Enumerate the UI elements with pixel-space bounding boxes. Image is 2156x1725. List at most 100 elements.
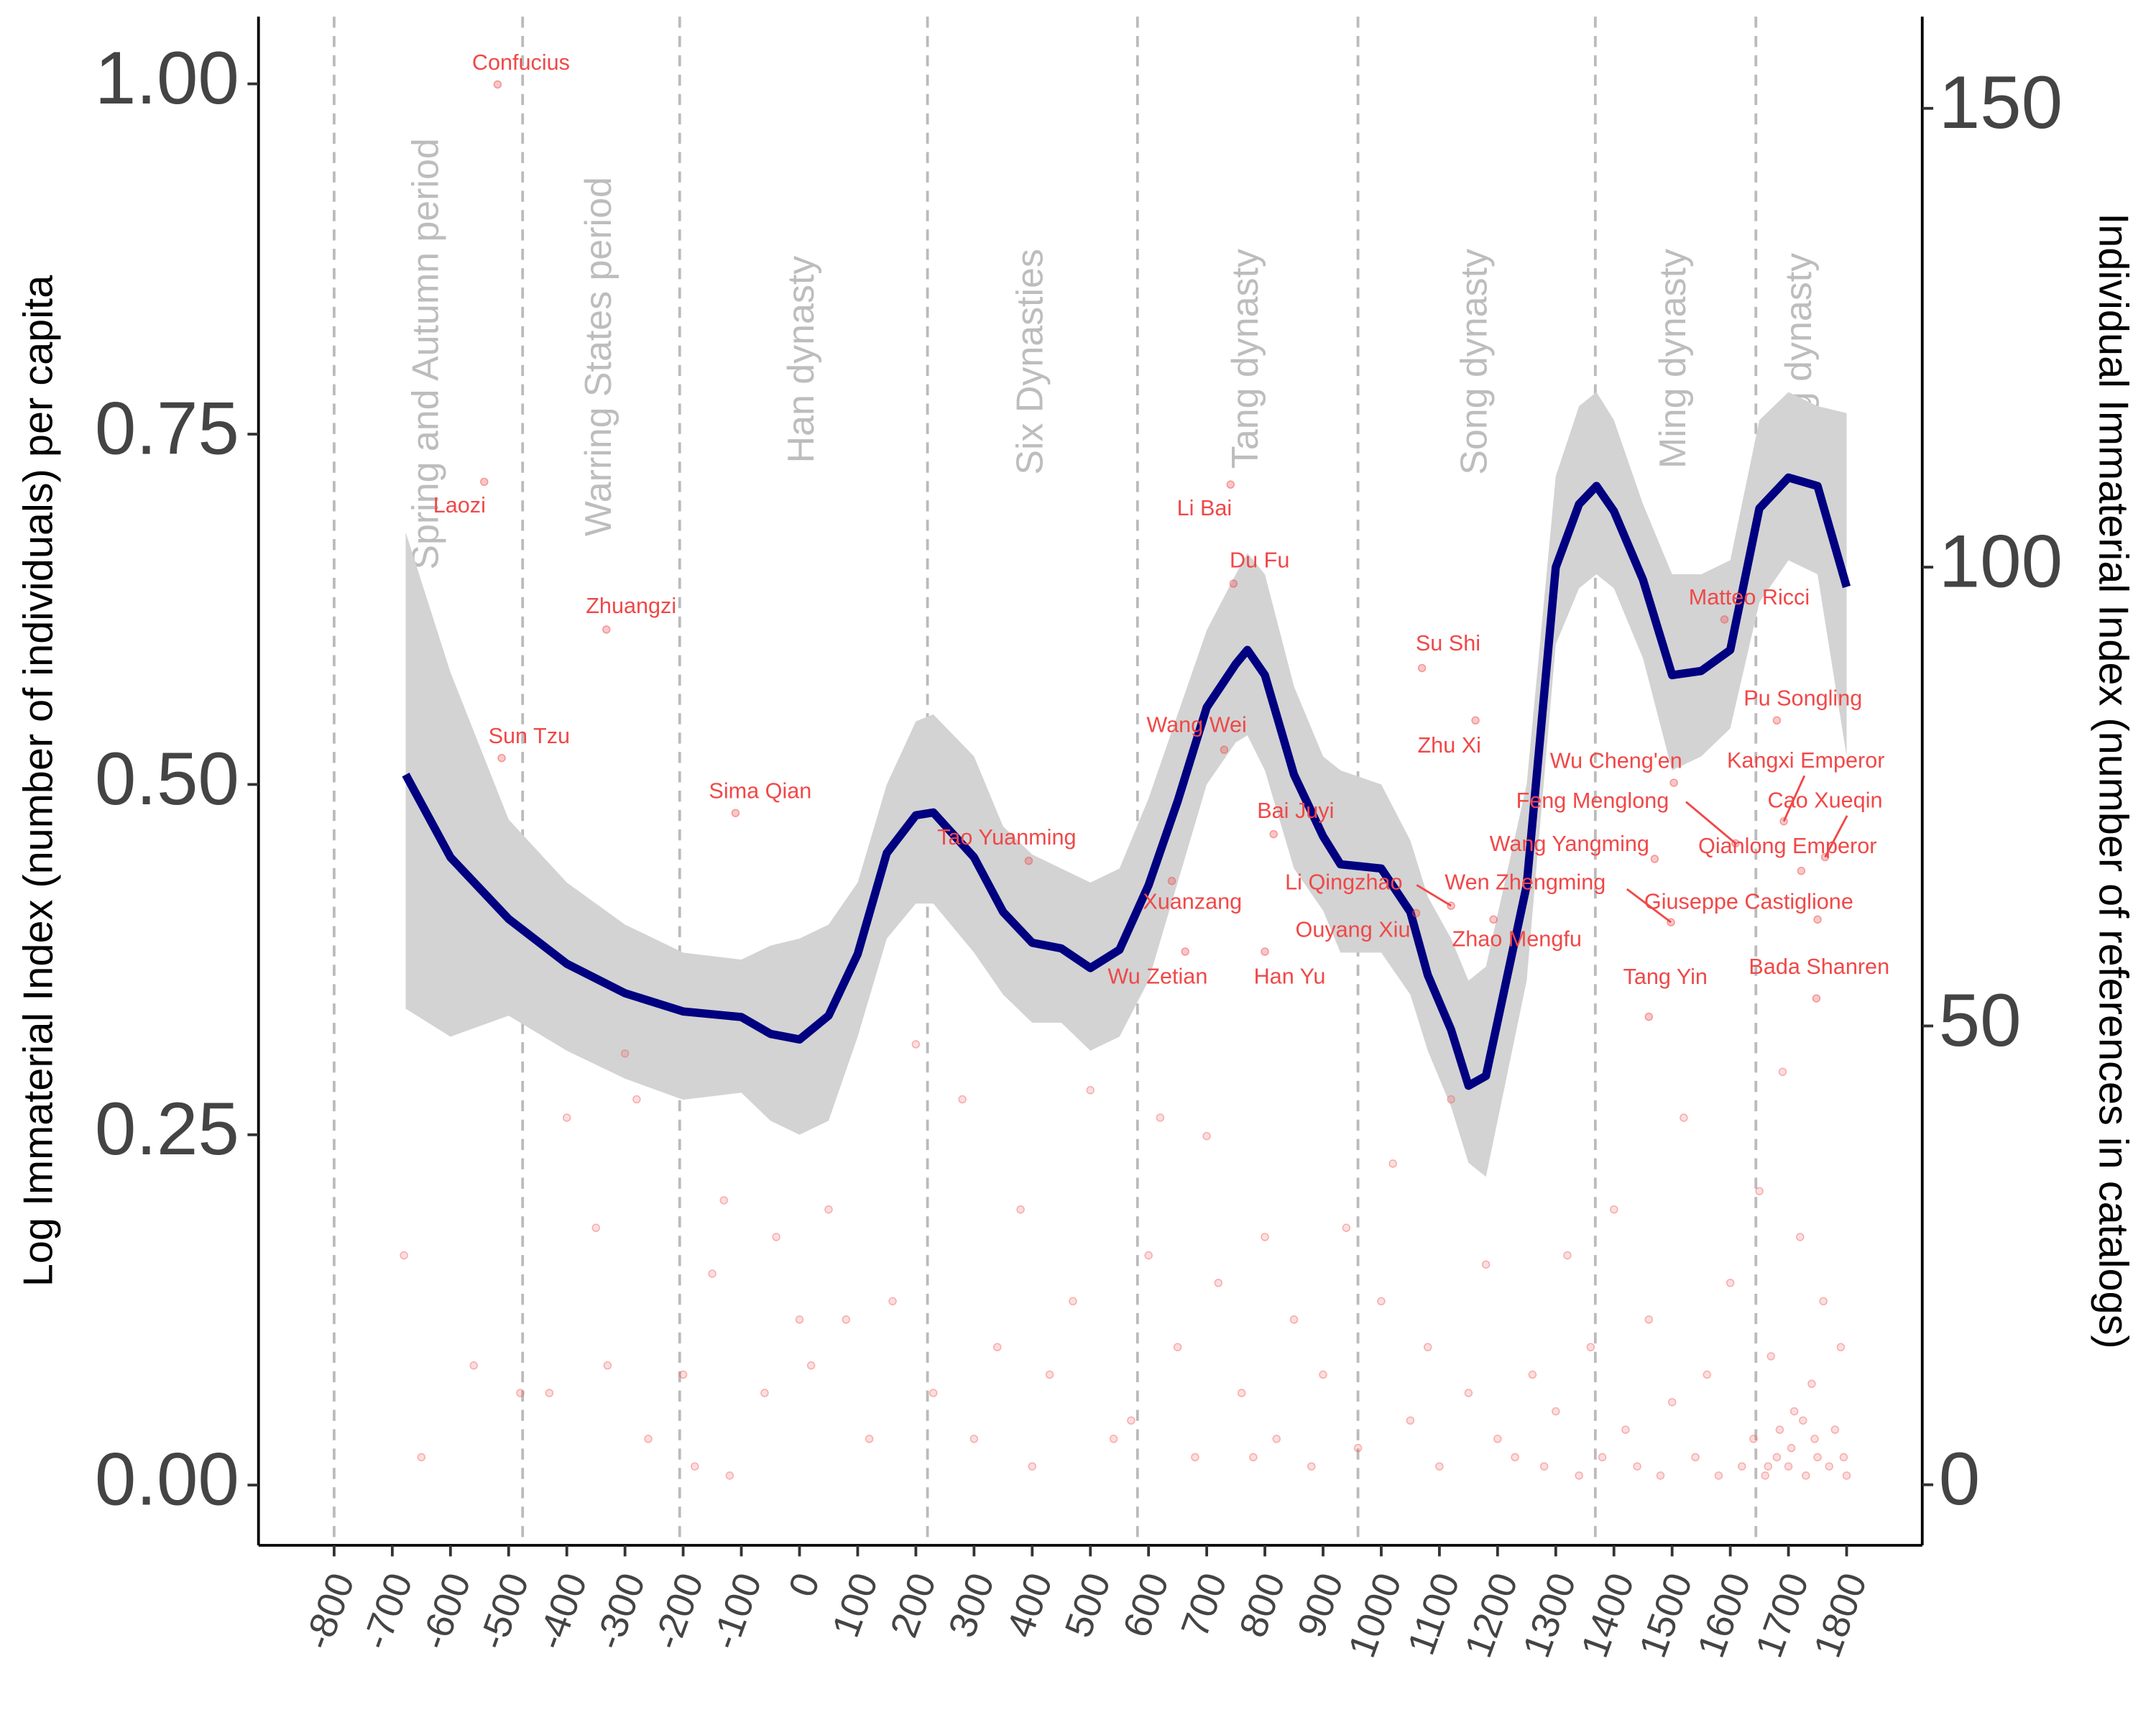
reference-point [469,1361,478,1370]
reference-point [400,1251,408,1260]
reference-point [1127,1416,1135,1425]
person-leader [1782,775,1806,822]
reference-point [1435,1462,1444,1471]
reference-point [1656,1471,1665,1480]
reference-point [1778,1067,1787,1077]
x-tick-label: 200 [882,1568,944,1643]
person-point [1229,579,1238,588]
reference-point [1493,1435,1502,1443]
person-point [1226,480,1235,489]
reference-point [1289,1315,1299,1324]
person-point [1812,994,1821,1003]
reference-point [1045,1370,1054,1379]
reference-point [1738,1462,1746,1471]
person-label: Bai Juyi [1257,798,1334,823]
reference-point [417,1453,426,1462]
reference-point [1447,1095,1455,1104]
reference-point [1810,1435,1819,1443]
person-leader [1824,815,1848,858]
reference-point [911,1040,921,1049]
person-label: Matteo Ricci [1689,584,1810,610]
reference-point [772,1233,780,1241]
y-tick-label: 0.50 [95,737,239,820]
person-label: Wu Zetian [1107,964,1207,989]
reference-point [1342,1223,1351,1233]
trend-line [402,473,1851,1090]
reference-point [1598,1453,1607,1462]
person-point [1797,866,1806,875]
reference-point [1807,1379,1816,1389]
reference-point [1575,1471,1583,1480]
reference-point [1481,1260,1491,1269]
era-label: Spring and Autumn period [405,138,446,569]
person-label: Laozi [433,492,486,518]
reference-point [1772,1453,1782,1462]
x-tick-label: -600 [413,1568,479,1655]
reference-point [865,1435,874,1443]
reference-point [1703,1370,1711,1379]
reference-point [1202,1131,1211,1141]
era-label: Six Dynasties [1008,249,1050,474]
person-leader [1416,884,1452,907]
person-point [1024,856,1033,865]
person-label: Han Yu [1254,964,1326,989]
person-label: Sima Qian [709,778,811,803]
x-tick-label: -200 [645,1568,712,1655]
reference-point [958,1095,967,1104]
reference-point [1667,1398,1677,1407]
x-tick-label: 800 [1231,1568,1294,1643]
reference-point [1156,1113,1165,1122]
person-point [1644,1012,1654,1021]
reference-point [1714,1471,1723,1480]
person-label: Confucius [472,50,570,75]
reference-point [842,1315,850,1324]
person-point [1220,745,1229,754]
person-point [1669,778,1678,787]
reference-point [1272,1435,1281,1443]
x-tick-label: 600 [1115,1568,1177,1643]
reference-point [1016,1205,1025,1214]
era-label: Han dynasty [780,256,821,464]
reference-point [1511,1453,1519,1462]
reference-point [1552,1407,1560,1416]
confidence-band [405,392,1847,1177]
x-tick-label: 100 [824,1568,886,1643]
y-tick-label: 0.00 [95,1437,239,1520]
x-tick-label: 900 [1289,1568,1352,1643]
person-label: Qianlong Emperor [1698,833,1876,858]
x-tick-label: 500 [1056,1568,1119,1643]
reference-point [1691,1453,1700,1462]
reference-point [708,1269,717,1278]
person-label: Wen Zhengming [1445,869,1606,894]
person-leader [1626,888,1672,924]
reference-point [620,1049,630,1058]
person-label: Tang Yin [1623,964,1708,989]
reference-point [1802,1471,1810,1480]
reference-point [1633,1462,1641,1471]
reference-point [1813,1453,1822,1462]
x-tick-label: 700 [1173,1568,1235,1643]
reference-point [1680,1113,1688,1122]
reference-point [1586,1343,1595,1352]
person-label: Du Fu [1230,547,1289,572]
reference-point [1799,1416,1807,1425]
reference-point [1842,1471,1851,1480]
person-label: Su Shi [1416,630,1480,656]
reference-point [1144,1251,1153,1260]
reference-point [992,1343,1002,1352]
person-label: Ouyang Xiu [1296,916,1411,942]
reference-point [1173,1343,1182,1352]
reference-point [591,1223,600,1233]
reference-point [1237,1389,1246,1397]
reference-point [1766,1352,1776,1361]
person-point [1269,829,1278,839]
reference-point [1528,1370,1537,1379]
x-tick-label: -800 [296,1568,363,1655]
reference-point [1406,1416,1415,1425]
reference-point [644,1435,653,1443]
reference-point [795,1315,804,1324]
x-tick-label: -300 [587,1568,654,1655]
person-label: Li Qingzhao [1285,869,1402,894]
x-tick-label: -700 [354,1568,421,1655]
